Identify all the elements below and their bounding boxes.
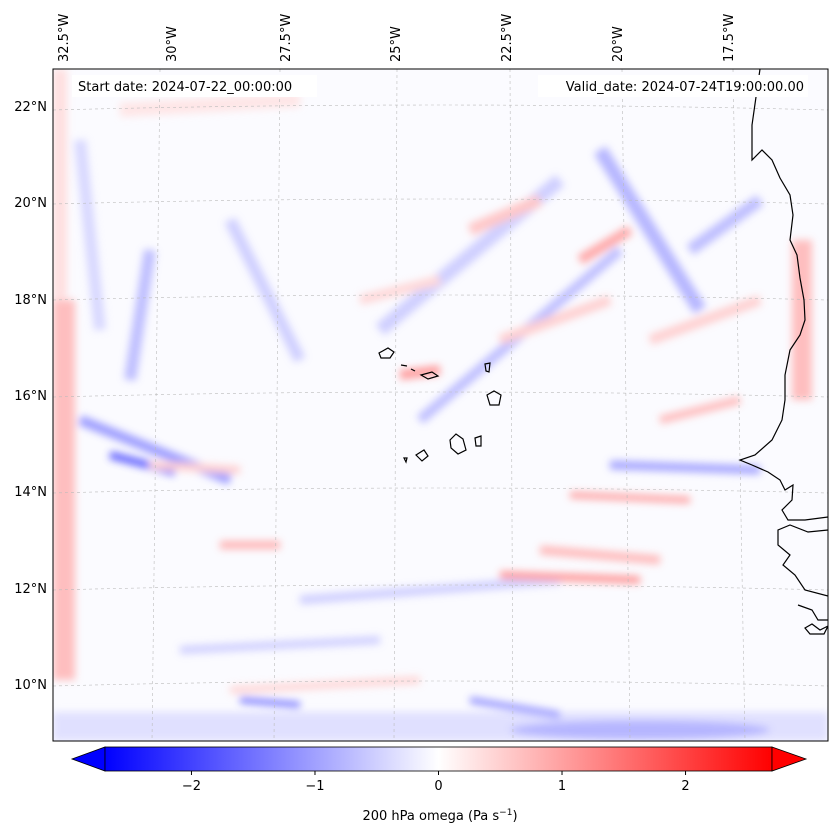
omega-patch (510, 720, 770, 740)
map-frame (52, 68, 829, 742)
colorbar-ticks: −2 −1 0 1 2 (182, 771, 690, 794)
omega-patch (792, 240, 812, 400)
omega-patch (149, 461, 241, 474)
omega-patch (224, 217, 306, 363)
start-date-box: Start date: 2024-07-22_00:00:00 (72, 75, 317, 97)
omega-patch (469, 696, 561, 719)
lon-label: 30°W (165, 26, 180, 62)
lat-label: 16°N (14, 389, 47, 404)
colorbar-label: 200 hPa omega (Pa s−1) (362, 808, 517, 824)
omega-patch (569, 491, 691, 504)
meridian-line (151, 69, 161, 741)
parallel-line (53, 391, 828, 398)
lon-label: 27.5°W (279, 14, 294, 62)
lon-label: 25°W (389, 26, 404, 62)
colorbar-label-exponent: −1 (499, 808, 512, 818)
colorbar-label-main: 200 hPa omega (Pa s (362, 809, 499, 824)
island-outline (378, 347, 395, 359)
valid-date-background (538, 75, 808, 97)
lat-label: 14°N (14, 485, 47, 500)
island-outline (410, 368, 416, 372)
omega-patch (594, 146, 706, 314)
island-outline (403, 457, 408, 464)
omega-field (53, 69, 828, 741)
island-outline (449, 433, 467, 455)
omega-patch (467, 194, 543, 236)
coastline-path (797, 604, 828, 621)
lat-label: 22°N (14, 100, 47, 115)
lat-label: 18°N (14, 293, 47, 308)
meridian-line (732, 69, 746, 741)
omega-patch (53, 69, 67, 299)
omega-patch (498, 295, 612, 345)
colorbar-bar (104, 746, 773, 772)
island-outline (419, 371, 440, 380)
colorbar-tick-label: 2 (681, 779, 689, 794)
parallel-line (53, 294, 828, 301)
meridian-line (393, 69, 398, 741)
omega-patch (358, 275, 442, 305)
colorbar-tick-label: −2 (182, 779, 201, 794)
island-outline (415, 449, 429, 462)
omega-patch (609, 460, 761, 475)
parallel-line (53, 104, 828, 111)
start-date-label: Start date: 2024-07-22_00:00:00 (78, 80, 292, 95)
parallel-line (53, 487, 828, 494)
lon-label: 17.5°W (722, 14, 737, 62)
map-panel: Start date: 2024-07-22_00:00:00 Valid_da… (14, 14, 829, 742)
omega-patch (686, 195, 764, 255)
valid-date-box: Valid_date: 2024-07-24T19:00:00.00 (538, 75, 808, 97)
omega-patch (119, 93, 301, 117)
lon-label: 22.5°W (500, 14, 515, 62)
omega-patch (299, 575, 561, 605)
meridian-line (509, 69, 514, 741)
island-outline (474, 435, 482, 447)
gridlines (53, 69, 828, 741)
lat-label: 10°N (14, 678, 47, 693)
parallel-line (53, 584, 828, 591)
omega-patch (53, 300, 75, 680)
longitude-labels: 32.5°W 30°W 27.5°W 25°W 22.5°W 20°W 17.5… (57, 14, 737, 62)
cape-verde-islands (378, 347, 502, 464)
africa-coastline (738, 69, 828, 635)
omega-patch (648, 295, 762, 345)
coastline-path (804, 623, 828, 635)
lon-label: 32.5°W (57, 14, 72, 62)
colorbar-tick-label: 0 (434, 779, 442, 794)
colorbar-tick-label: −1 (305, 779, 324, 794)
omega-patch (239, 696, 301, 709)
omega-patch (399, 365, 441, 380)
colorbar-tick-label: 1 (558, 779, 566, 794)
colorbar-extend-min (70, 746, 106, 772)
island-outline (486, 390, 502, 406)
meridian-line (621, 69, 631, 741)
colorbar-extend-max (771, 746, 808, 772)
lat-label: 12°N (14, 582, 47, 597)
omega-patch (659, 396, 741, 424)
omega-patch (577, 225, 633, 265)
island-outline (484, 362, 491, 373)
omega-patch (539, 545, 661, 565)
omega-patch (124, 249, 156, 381)
omega-patch (229, 676, 421, 694)
coastline-path (777, 524, 828, 597)
valid-date-label: Valid_date: 2024-07-24T19:00:00.00 (566, 80, 804, 95)
coastline-path (738, 69, 828, 521)
omega-patch (499, 571, 641, 584)
colorbar: −2 −1 0 1 2 200 hPa omega (Pa s−1) (70, 746, 808, 824)
latitude-labels: 22°N 20°N 18°N 16°N 14°N 12°N 10°N (14, 100, 47, 693)
parallel-line (53, 680, 828, 687)
omega-patch (179, 636, 381, 654)
parallel-line (53, 198, 828, 205)
start-date-background (72, 75, 317, 97)
colorbar-label-end: ) (512, 809, 517, 824)
lon-label: 20°W (611, 26, 626, 62)
meridian-line (273, 69, 281, 741)
omega-patch (74, 139, 106, 331)
island-outline (400, 364, 408, 367)
lat-label: 20°N (14, 196, 47, 211)
